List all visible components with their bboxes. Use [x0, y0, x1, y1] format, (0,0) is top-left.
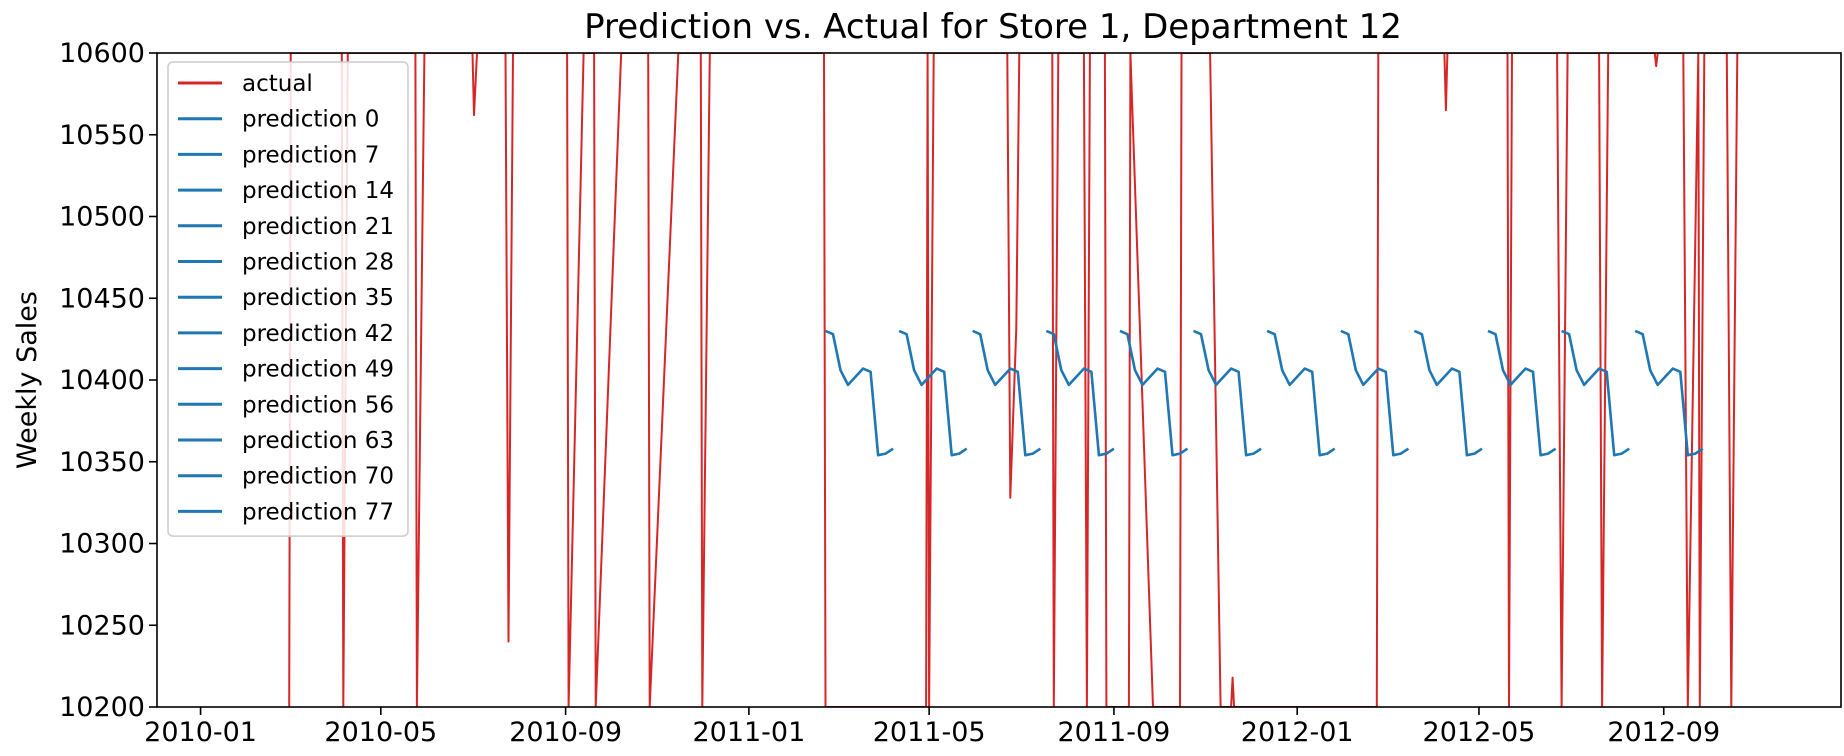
- series-prediction-line-3: [1045, 329, 1115, 457]
- series-prediction-line-9: [1487, 329, 1557, 457]
- x-tick-label: 2010-09: [509, 717, 622, 748]
- legend-label: prediction 49: [242, 357, 394, 383]
- series-prediction-line-0: [824, 329, 894, 457]
- y-tick-label: 10500: [59, 202, 145, 233]
- chart-title: Prediction vs. Actual for Store 1, Depar…: [584, 7, 1402, 47]
- y-tick-label: 10450: [59, 283, 145, 314]
- x-tick-label: 2010-05: [324, 717, 437, 748]
- y-tick-label: 10200: [59, 692, 145, 723]
- legend-label: prediction 70: [242, 464, 394, 490]
- legend-label: prediction 35: [242, 285, 394, 311]
- legend-label: prediction 0: [242, 107, 379, 133]
- series-prediction-line-5: [1192, 329, 1262, 457]
- x-tick-label: 2011-01: [692, 717, 805, 748]
- y-axis-label: Weekly Sales: [12, 291, 43, 469]
- legend-box: [167, 61, 409, 537]
- series-prediction-line-6: [1266, 329, 1336, 457]
- series-prediction-line-7: [1340, 329, 1410, 457]
- legend-label: prediction 21: [242, 214, 394, 240]
- y-tick-label: 10600: [59, 38, 145, 69]
- data-layer: [288, 53, 1739, 707]
- legend-label: prediction 28: [242, 250, 394, 276]
- x-tick-label: 2011-09: [1058, 717, 1171, 748]
- y-tick-label: 10250: [59, 610, 145, 641]
- legend-label: prediction 77: [242, 499, 394, 525]
- series-prediction-line-4: [1119, 329, 1189, 457]
- y-tick-label: 10300: [59, 529, 145, 560]
- legend-label: prediction 63: [242, 428, 394, 454]
- x-tick-label: 2011-05: [873, 717, 986, 748]
- series-prediction-line-10: [1561, 329, 1630, 457]
- y-tick-label: 10550: [59, 120, 145, 151]
- series-actual-line: [288, 53, 1739, 707]
- x-tick-label: 2012-05: [1423, 717, 1536, 748]
- legend-label: prediction 56: [242, 392, 394, 418]
- series-prediction-line-11: [1634, 329, 1704, 457]
- legend-label: actual: [242, 71, 313, 97]
- x-tick-label: 2012-09: [1607, 717, 1720, 748]
- axes-layer: 10200 10250 10300 10350 10400 10450 10500 10550…: [59, 38, 1720, 748]
- y-tick-label: 10400: [59, 365, 145, 396]
- series-prediction-line-1: [898, 329, 968, 457]
- series-prediction-line-2: [972, 329, 1042, 457]
- legend-label: prediction 14: [242, 178, 394, 204]
- x-tick-label: 2012-01: [1241, 717, 1354, 748]
- series-prediction-line-8: [1413, 329, 1483, 457]
- x-tick-label: 2010-01: [144, 717, 257, 748]
- y-tick-label: 10350: [59, 447, 145, 478]
- legend-label: prediction 7: [242, 142, 379, 168]
- legend-label: prediction 42: [242, 321, 394, 347]
- legend: actual prediction 0 prediction 7 prediction…: [167, 61, 409, 537]
